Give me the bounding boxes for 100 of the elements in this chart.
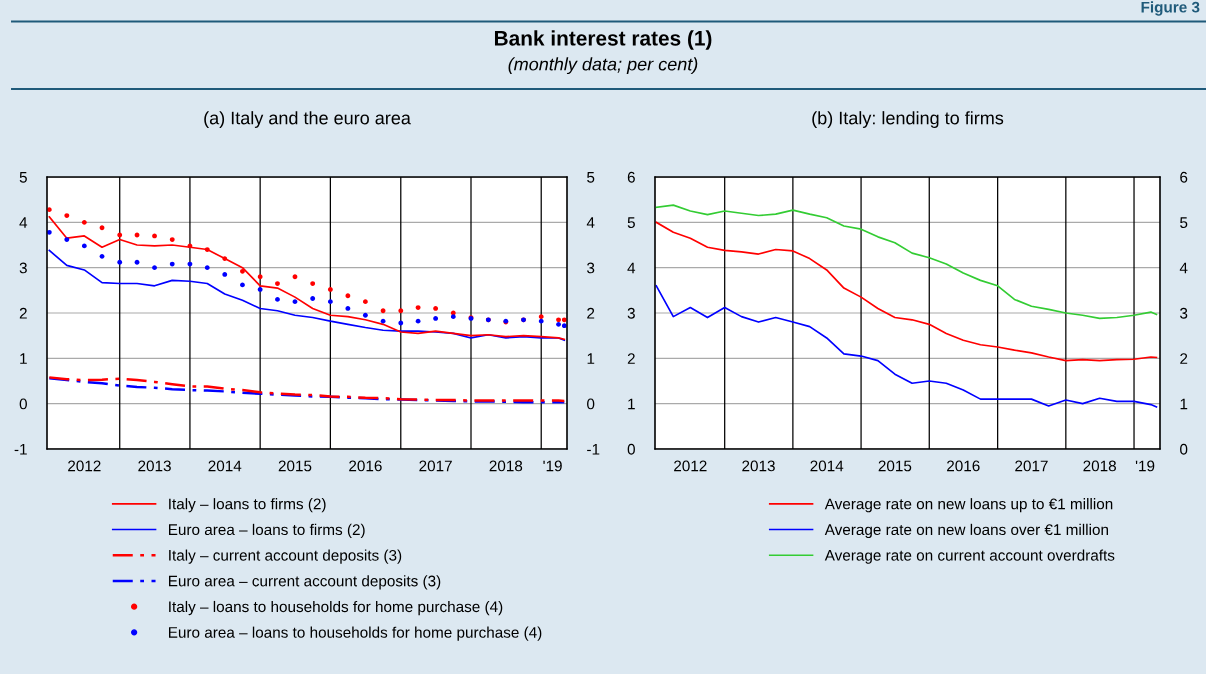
x-tick-label: 2016 xyxy=(947,460,980,472)
x-tick-label: 2012 xyxy=(674,460,707,472)
point xyxy=(380,308,386,314)
point xyxy=(556,321,561,327)
x-tick-label: 2015 xyxy=(278,460,312,472)
y-tick-label: 0 xyxy=(19,398,27,410)
y-tick-label: 1 xyxy=(20,353,27,364)
y2-tick-label: 1 xyxy=(587,353,595,364)
y2-tick-label: 6 xyxy=(1180,171,1188,183)
y-tick-label: 4 xyxy=(19,217,28,228)
point xyxy=(362,312,368,318)
legend-label: Average rate on current account overdrafts xyxy=(824,549,1115,564)
point xyxy=(398,308,404,314)
point xyxy=(433,306,439,311)
point xyxy=(240,282,245,288)
point xyxy=(81,243,87,249)
point xyxy=(169,237,175,242)
point xyxy=(99,225,105,231)
point xyxy=(345,306,351,311)
point xyxy=(117,232,123,238)
line-series xyxy=(48,249,566,342)
legend-label: Average rate on new loans up to €1 million xyxy=(824,498,1113,513)
y-tick-label: 2 xyxy=(19,307,27,319)
point xyxy=(169,261,175,267)
x-tick-label: 2013 xyxy=(742,460,775,472)
legend-label: Italy – loans to households for home purchase (4) xyxy=(169,600,503,616)
point xyxy=(81,219,87,225)
point xyxy=(222,272,228,277)
y2-tick-label: 3 xyxy=(1180,307,1188,319)
text: Bank interest rates (1) xyxy=(494,30,712,50)
y-tick-label: 5 xyxy=(627,217,635,229)
y2-tick-label: -1 xyxy=(587,444,600,455)
x-tick-label: 2014 xyxy=(208,460,242,472)
y2-tick-label: 4 xyxy=(586,217,595,228)
point xyxy=(99,253,105,259)
line-series xyxy=(655,204,1158,320)
point xyxy=(345,293,351,299)
y-tick-label: 1 xyxy=(628,398,635,410)
point xyxy=(327,287,333,292)
point xyxy=(222,256,228,262)
legend-label: Euro area – current account deposits (3) xyxy=(169,575,441,590)
point xyxy=(64,237,70,242)
x-tick-label: 2015 xyxy=(878,460,912,472)
y2-tick-label: 0 xyxy=(587,398,595,410)
point xyxy=(310,281,316,286)
legend-label: Average rate on new loans over €1 million xyxy=(824,523,1108,539)
point xyxy=(292,299,298,305)
text: (monthly data; per cent) xyxy=(508,57,698,75)
point xyxy=(64,213,70,218)
point xyxy=(257,287,263,292)
point xyxy=(538,314,544,320)
point xyxy=(310,296,316,301)
chart-title: (a) Italy and the euro area xyxy=(204,111,411,128)
y-tick-label: 2 xyxy=(627,353,635,364)
legend-label: Euro area – loans to households for home purchase (4) xyxy=(169,626,542,641)
point xyxy=(204,265,210,271)
y2-tick-label: 5 xyxy=(1180,217,1188,229)
y2-tick-label: 4 xyxy=(1179,262,1188,274)
y2-tick-label: 2 xyxy=(1180,353,1188,364)
x-tick-label: 2017 xyxy=(1015,460,1048,472)
point xyxy=(538,318,544,324)
line-series xyxy=(655,284,1158,408)
y-tick-label: 3 xyxy=(19,262,27,274)
point xyxy=(362,299,368,305)
y-tick-label: -1 xyxy=(14,444,27,455)
y2-tick-label: 2 xyxy=(587,307,595,319)
point xyxy=(257,274,263,280)
y2-tick-label: 0 xyxy=(1180,443,1188,455)
point xyxy=(556,317,561,323)
point xyxy=(240,268,245,274)
line-series xyxy=(655,221,1158,362)
x-tick-label: '19 xyxy=(543,460,562,472)
y2-tick-label: 5 xyxy=(587,172,595,183)
point xyxy=(204,247,210,252)
point xyxy=(561,323,567,329)
y-tick-label: 5 xyxy=(19,172,27,183)
caption: Figure 3 xyxy=(1141,1,1200,16)
chart-title: (b) Italy: lending to firms xyxy=(812,111,1004,128)
point xyxy=(134,259,140,265)
x-tick-label: 2014 xyxy=(810,460,844,472)
y2-tick-label: 3 xyxy=(587,262,595,274)
y-tick-label: 0 xyxy=(627,443,635,455)
legend-label: Euro area – loans to firms (2) xyxy=(169,523,365,539)
y2-tick-label: 1 xyxy=(1180,398,1188,410)
x-tick-label: 2017 xyxy=(419,460,452,472)
y-tick-label: 3 xyxy=(627,307,635,319)
point xyxy=(398,320,404,326)
point xyxy=(327,299,333,305)
legend-label: Italy – loans to firms (2) xyxy=(169,498,326,513)
x-tick-label: 2018 xyxy=(1083,460,1116,472)
x-tick-label: 2016 xyxy=(349,460,382,472)
x-tick-label: 2013 xyxy=(138,460,171,472)
point xyxy=(450,314,456,320)
y-tick-label: 4 xyxy=(627,262,636,274)
point xyxy=(117,259,123,265)
point xyxy=(433,316,439,321)
y-tick-label: 6 xyxy=(627,171,635,183)
point xyxy=(292,274,298,280)
point xyxy=(275,296,280,302)
point xyxy=(275,281,280,286)
